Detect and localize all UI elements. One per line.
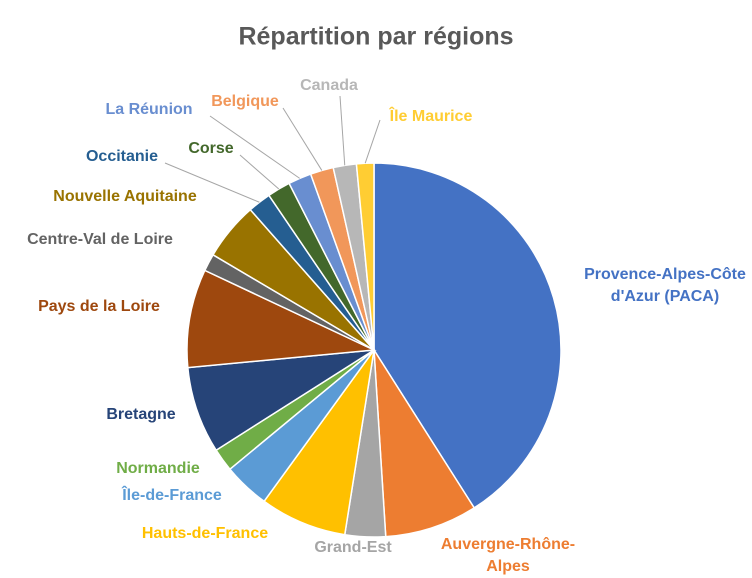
slice-label: La Réunion <box>105 99 192 121</box>
leader-line <box>365 120 380 163</box>
slice-label: Normandie <box>116 458 200 480</box>
slice-label: Pays de la Loire <box>38 296 160 318</box>
leader-line <box>283 108 322 170</box>
slice-label: Occitanie <box>86 146 158 168</box>
slice-label: Bretagne <box>106 404 175 426</box>
slice-label: Nouvelle Aquitaine <box>53 186 196 208</box>
slice-label: Auvergne-Rhône-Alpes <box>421 534 596 578</box>
slice-label: Corse <box>188 138 233 160</box>
slice-label: Hauts-de-France <box>142 523 268 545</box>
slice-label: Grand-Est <box>314 537 391 559</box>
slice-label: Île-de-France <box>122 485 222 507</box>
leader-line <box>340 96 345 165</box>
slice-label: Centre-Val de Loire <box>27 229 173 251</box>
slice-label: Belgique <box>211 91 279 113</box>
slice-label: Canada <box>300 75 358 97</box>
slice-label: Provence-Alpes-Côte d'Azur (PACA) <box>578 264 752 308</box>
chart-title: Répartition par régions <box>238 23 513 52</box>
slice-label: Île Maurice <box>390 106 473 128</box>
